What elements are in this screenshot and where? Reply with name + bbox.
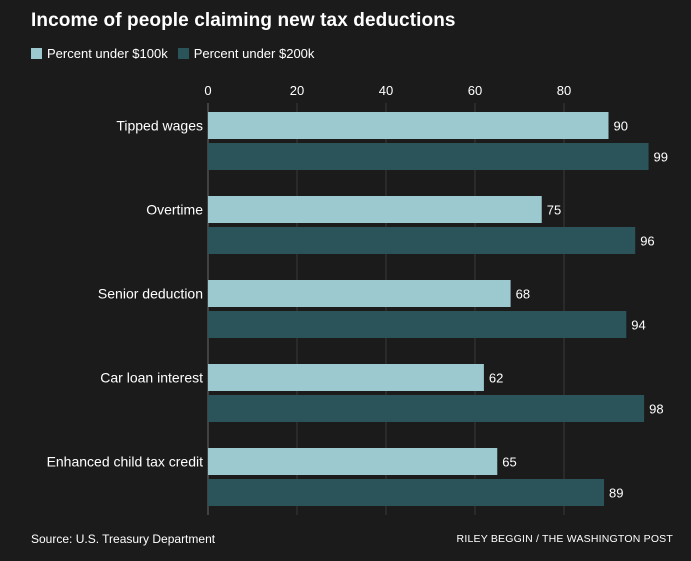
bar (208, 395, 645, 422)
bar (208, 364, 484, 391)
credit-line: RILEY BEGGIN / THE WASHINGTON POST (456, 533, 673, 545)
data-label: 90 (614, 119, 628, 134)
bar (208, 196, 542, 223)
bar (208, 227, 636, 254)
data-label: 62 (489, 371, 503, 386)
x-tick-label: 20 (290, 83, 304, 98)
data-label: 68 (516, 287, 530, 302)
legend: Percent under $100k Percent under $200k (31, 46, 324, 61)
bar (208, 479, 605, 506)
data-label: 75 (547, 203, 561, 218)
data-label: 65 (502, 455, 516, 470)
bar (208, 143, 649, 170)
source-note: Source: U.S. Treasury Department (31, 532, 216, 546)
x-tick-label: 40 (379, 83, 393, 98)
category-label: Senior deduction (98, 286, 203, 302)
legend-swatch-series-1 (31, 48, 42, 59)
data-label: 89 (609, 486, 623, 501)
category-label: Overtime (146, 202, 203, 218)
bar (208, 112, 609, 139)
data-label: 96 (640, 234, 654, 249)
bar (208, 311, 627, 338)
bar (208, 280, 511, 307)
legend-swatch-series-2 (177, 48, 189, 59)
data-label: 98 (649, 402, 663, 417)
bar (208, 448, 498, 475)
data-label: 94 (631, 318, 645, 333)
category-label: Tipped wages (116, 118, 203, 134)
data-label: 99 (654, 150, 668, 165)
category-label: Enhanced child tax credit (47, 454, 204, 470)
legend-label-series-2: Percent under $200k (193, 46, 315, 61)
legend-item-series-2: Percent under $200k (177, 46, 315, 61)
category-label: Car loan interest (100, 370, 203, 386)
legend-item-series-1: Percent under $100k (31, 46, 168, 61)
x-tick-label: 80 (557, 83, 571, 98)
chart-title: Income of people claiming new tax deduct… (31, 10, 456, 31)
x-tick-label: 60 (468, 83, 482, 98)
x-tick-label: 0 (204, 83, 211, 98)
legend-label-series-1: Percent under $100k (47, 46, 168, 61)
